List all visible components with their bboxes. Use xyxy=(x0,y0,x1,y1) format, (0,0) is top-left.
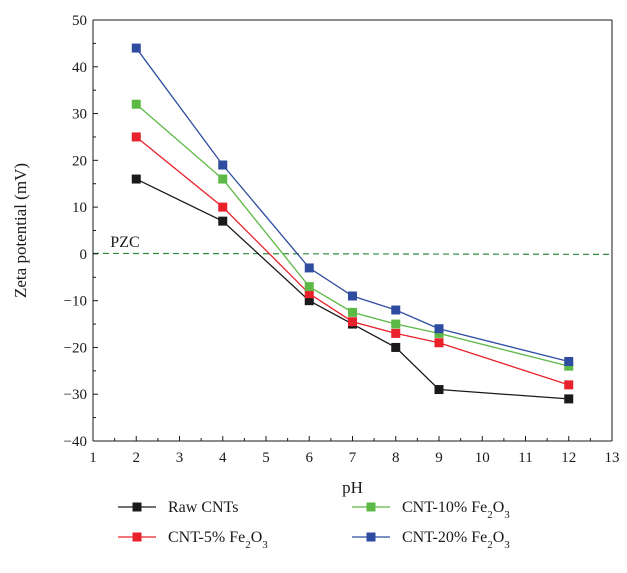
legend-marker xyxy=(132,532,142,542)
data-point xyxy=(304,296,314,306)
data-point xyxy=(391,305,401,315)
legend-marker xyxy=(132,502,142,512)
x-tick-label: 12 xyxy=(561,450,576,466)
x-tick-label: 13 xyxy=(605,450,620,466)
y-tick-label: 40 xyxy=(72,60,87,76)
data-point xyxy=(131,132,141,142)
data-point xyxy=(564,394,574,404)
series-line xyxy=(135,136,569,386)
y-tick-label: −10 xyxy=(64,294,87,310)
data-point xyxy=(131,43,141,53)
legend-marker xyxy=(366,532,376,542)
y-tick-label: 20 xyxy=(72,153,87,169)
data-point xyxy=(348,291,357,301)
pzc-label: PZC xyxy=(110,234,139,251)
legend-entry: CNT-20% Fe2O3 xyxy=(352,529,510,551)
data-point xyxy=(348,307,357,317)
data-point xyxy=(304,263,314,273)
data-point xyxy=(131,99,141,109)
legend-label: CNT-5% Fe2O3 xyxy=(168,529,268,551)
x-tick-label: 4 xyxy=(219,450,227,466)
pzc-reference-line xyxy=(92,252,613,255)
data-point xyxy=(348,317,357,327)
y-axis-title: Zeta potential (mV) xyxy=(11,163,30,298)
reference-line-layer: PZC xyxy=(92,234,613,255)
x-tick-label: 9 xyxy=(435,450,443,466)
x-axis-title: pH xyxy=(342,478,363,497)
x-tick-label: 5 xyxy=(262,450,270,466)
legend-label: CNT-10% Fe2O3 xyxy=(402,499,510,521)
data-point xyxy=(434,338,444,348)
data-point xyxy=(304,289,314,299)
x-tick-label: 1 xyxy=(89,450,97,466)
x-tick-label: 3 xyxy=(176,450,184,466)
series-1 xyxy=(131,132,574,390)
legend-entry: CNT-5% Fe2O3 xyxy=(118,529,268,551)
y-tick-label: 50 xyxy=(72,13,87,29)
y-tick-label: 30 xyxy=(72,107,87,123)
data-point xyxy=(131,174,141,184)
data-point xyxy=(304,282,314,292)
series-3 xyxy=(131,43,574,366)
y-tick-label: −20 xyxy=(64,340,87,356)
data-point xyxy=(564,380,574,390)
legend-entry: Raw CNTs xyxy=(118,499,238,516)
series-0 xyxy=(131,174,574,404)
y-tick-label: 10 xyxy=(72,200,87,216)
x-tick-label: 10 xyxy=(475,450,490,466)
data-point xyxy=(218,174,228,184)
legend: Raw CNTs CNT-5% Fe2O3 CNT-10% Fe2O3 CNT-20%… xyxy=(118,499,510,551)
x-tick-label: 2 xyxy=(133,450,141,466)
data-point xyxy=(564,361,574,371)
series-line xyxy=(135,178,569,400)
data-point xyxy=(434,385,444,395)
x-tick-label: 11 xyxy=(518,450,532,466)
x-tick-label: 8 xyxy=(392,450,400,466)
y-tick-label: 0 xyxy=(80,247,88,263)
y-tick-label: −30 xyxy=(64,387,87,403)
data-point xyxy=(391,319,401,329)
data-point xyxy=(218,216,228,226)
data-point xyxy=(564,356,574,366)
data-point xyxy=(434,328,444,338)
series-layer xyxy=(131,43,574,404)
data-point xyxy=(218,202,228,212)
legend-entry: CNT-10% Fe2O3 xyxy=(352,499,510,521)
legend-label: CNT-20% Fe2O3 xyxy=(402,529,510,551)
data-point xyxy=(391,342,401,352)
x-tick-label: 7 xyxy=(349,450,357,466)
x-tick-label: 6 xyxy=(306,450,314,466)
y-tick-label: −40 xyxy=(64,434,87,450)
series-2 xyxy=(131,99,574,371)
legend-label: Raw CNTs xyxy=(168,499,238,516)
data-point xyxy=(391,328,401,338)
legend-marker xyxy=(366,502,376,512)
axes-layer: 1 2 3 4 5 6 7 8 9 10 11 12 13−40−30−20−1001020304050… xyxy=(11,13,620,497)
data-point xyxy=(434,324,444,334)
data-point xyxy=(218,160,228,170)
